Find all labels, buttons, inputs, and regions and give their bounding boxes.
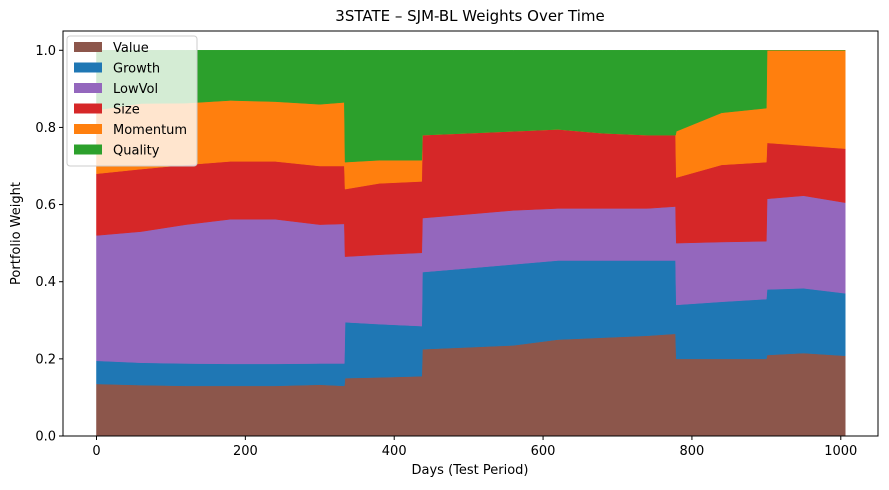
y-axis: 0.0 0.2 0.4 0.6 0.8 1.0: [35, 44, 63, 445]
plot-area: [96, 50, 846, 437]
legend-swatch-size: [74, 103, 102, 114]
legend-swatch-value: [74, 42, 102, 52]
legend-label-value: Value: [113, 41, 149, 56]
legend-label-momentum: Momentum: [113, 123, 187, 138]
area-quality: [96, 50, 846, 163]
x-tick-label: 1000: [824, 444, 857, 459]
legend-label-quality: Quality: [113, 144, 160, 159]
y-axis-label: Portfolio Weight: [9, 182, 24, 285]
x-tick-label: 600: [531, 444, 556, 459]
legend-swatch-growth: [74, 62, 102, 73]
x-tick-label: 200: [233, 444, 258, 459]
chart-title: 3STATE – SJM-BL Weights Over Time: [335, 7, 604, 25]
legend-label-size: Size: [113, 103, 140, 118]
y-tick-label: 0.4: [35, 275, 56, 290]
x-axis-label: Days (Test Period): [412, 463, 529, 478]
legend: Value Growth LowVol Size Momentum Quality: [66, 35, 198, 167]
legend-swatch-lowvol: [74, 83, 102, 93]
x-axis: 0 200 400 600 800 1000: [92, 436, 857, 459]
plot-frame: [62, 30, 879, 437]
x-tick-label: 400: [382, 444, 407, 459]
legend-label-lowvol: LowVol: [113, 82, 158, 97]
y-tick-label: 0.6: [35, 198, 56, 213]
x-tick-label: 0: [92, 444, 100, 459]
y-tick-label: 1.0: [35, 44, 56, 59]
y-tick-label: 0.2: [35, 352, 56, 367]
y-tick-label: 0.8: [35, 121, 56, 136]
legend-label-growth: Growth: [113, 62, 160, 77]
x-tick-label: 800: [680, 444, 705, 459]
legend-swatch-quality: [74, 144, 102, 155]
y-tick-label: 0.0: [35, 430, 56, 445]
legend-swatch-momentum: [74, 124, 102, 134]
